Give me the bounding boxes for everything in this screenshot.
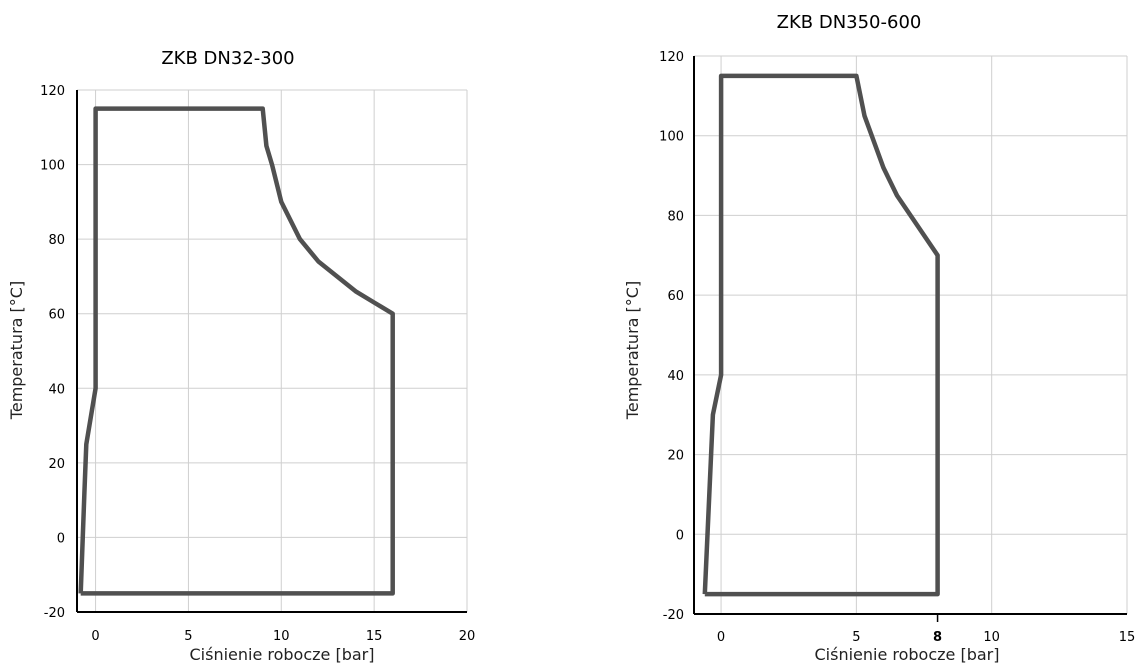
- x-tick-label: 15: [1119, 630, 1136, 645]
- y-tick-label: 120: [659, 50, 684, 65]
- y-tick-label: 40: [48, 382, 65, 397]
- x-tick-label: 0: [717, 630, 725, 645]
- operating-range-line: [78, 106, 395, 596]
- x-axis-label: Ciśnienie robocze [bar]: [814, 645, 999, 664]
- x-tick-label: 10: [273, 629, 290, 644]
- chart-title: ZKB DN32-300: [161, 48, 294, 69]
- y-tick-label: 0: [57, 531, 65, 546]
- operating-range-line: [702, 73, 940, 597]
- y-tick-label: 0: [676, 528, 684, 543]
- y-axis-label: Temperatura [°C]: [623, 281, 642, 420]
- y-tick-label: 60: [667, 289, 684, 304]
- y-tick-label: 120: [40, 84, 65, 99]
- y-tick-label: 20: [48, 457, 65, 472]
- y-tick-label: 100: [659, 130, 684, 145]
- y-tick-label: 20: [667, 449, 684, 464]
- y-tick-label: -20: [44, 606, 65, 621]
- x-tick-label: 5: [852, 630, 860, 645]
- x-tick-label: 10: [983, 630, 1000, 645]
- x-tick-label: 5: [184, 629, 192, 644]
- y-tick-label: 40: [667, 369, 684, 384]
- x-tick-label: 0: [91, 629, 99, 644]
- x-tick-label: 15: [366, 629, 383, 644]
- y-tick-label: 80: [48, 233, 65, 248]
- y-tick-label: 80: [667, 209, 684, 224]
- x-axis-label: Ciśnienie robocze [bar]: [189, 645, 374, 664]
- y-tick-label: 60: [48, 308, 65, 323]
- chart-zkb-dn350-600: -20 0 20 40 60 80 100 120 0 5 8 10 15 ZKB DN350-600 Ci…: [623, 12, 1135, 664]
- x-tick-label: 8: [933, 630, 942, 645]
- y-tick-label: 100: [40, 159, 65, 174]
- y-tick-label: -20: [663, 608, 684, 623]
- chart-zkb-dn32-300: -20 0 20 40 60 80 100 120 0 5 10 15 20 ZKB DN32-300 Ci…: [7, 48, 475, 664]
- x-tick-label: 20: [459, 629, 476, 644]
- chart-title: ZKB DN350-600: [777, 12, 922, 33]
- y-axis-label: Temperatura [°C]: [7, 281, 26, 420]
